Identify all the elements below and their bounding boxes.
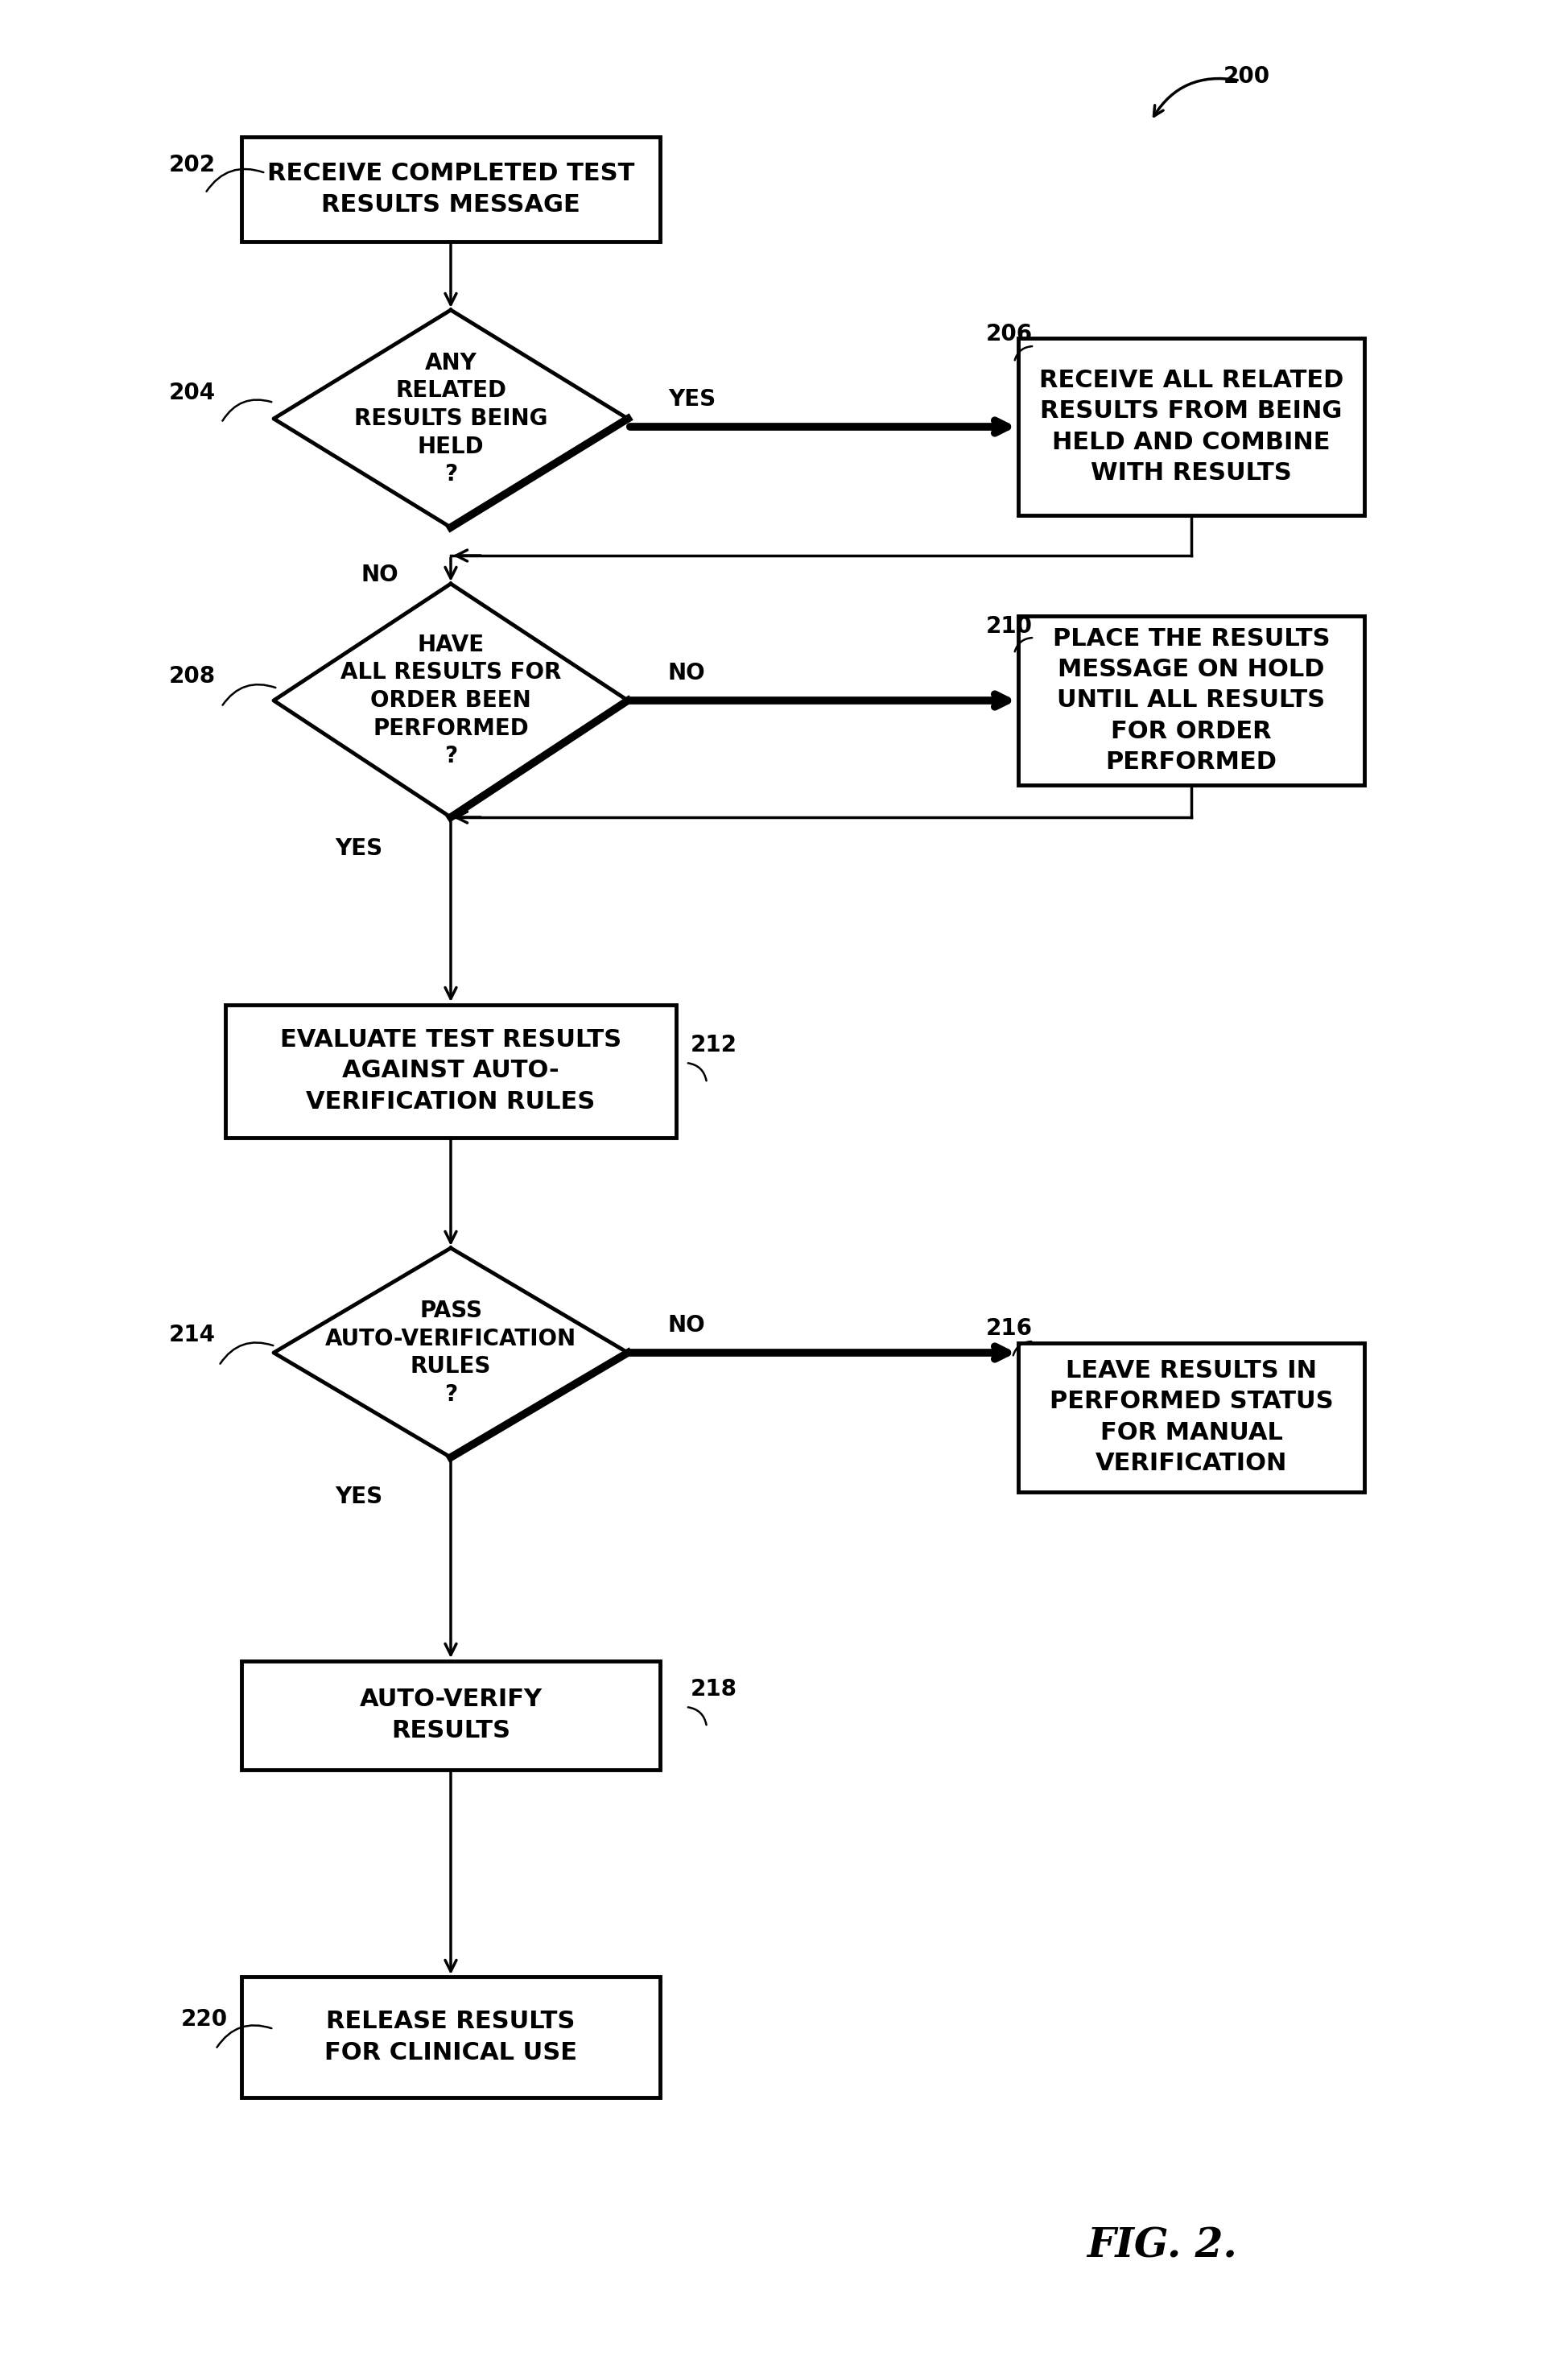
Text: 214: 214	[169, 1324, 216, 1345]
Text: HAVE
ALL RESULTS FOR
ORDER BEEN
PERFORMED
?: HAVE ALL RESULTS FOR ORDER BEEN PERFORME…	[340, 634, 561, 768]
Text: ANY
RELATED
RESULTS BEING
HELD
?: ANY RELATED RESULTS BEING HELD ?	[354, 352, 547, 485]
FancyBboxPatch shape	[226, 1005, 676, 1137]
Text: 204: 204	[169, 381, 216, 404]
Text: 218: 218	[690, 1678, 737, 1700]
Text: AUTO-VERIFY
RESULTS: AUTO-VERIFY RESULTS	[359, 1688, 543, 1742]
Text: YES: YES	[334, 1485, 383, 1508]
Text: RECEIVE ALL RELATED
RESULTS FROM BEING
HELD AND COMBINE
WITH RESULTS: RECEIVE ALL RELATED RESULTS FROM BEING H…	[1040, 369, 1344, 485]
Text: 202: 202	[169, 154, 216, 177]
Text: YES: YES	[334, 837, 383, 860]
Text: RECEIVE COMPLETED TEST
RESULTS MESSAGE: RECEIVE COMPLETED TEST RESULTS MESSAGE	[267, 163, 635, 215]
FancyBboxPatch shape	[241, 1976, 660, 2097]
Text: 206: 206	[986, 324, 1033, 345]
Text: 212: 212	[690, 1033, 737, 1057]
Text: 216: 216	[986, 1317, 1033, 1340]
Polygon shape	[274, 310, 627, 527]
Text: 208: 208	[169, 664, 216, 688]
Polygon shape	[274, 584, 627, 818]
Text: RELEASE RESULTS
FOR CLINICAL USE: RELEASE RESULTS FOR CLINICAL USE	[325, 2009, 577, 2064]
FancyBboxPatch shape	[1018, 617, 1364, 785]
Text: LEAVE RESULTS IN
PERFORMED STATUS
FOR MANUAL
VERIFICATION: LEAVE RESULTS IN PERFORMED STATUS FOR MA…	[1049, 1359, 1333, 1475]
FancyBboxPatch shape	[1018, 1343, 1364, 1492]
Text: 210: 210	[986, 615, 1033, 638]
Text: NO: NO	[668, 1314, 706, 1336]
Text: 220: 220	[182, 2007, 227, 2031]
Text: NO: NO	[668, 662, 706, 686]
Text: 200: 200	[1223, 66, 1270, 87]
FancyBboxPatch shape	[241, 137, 660, 241]
FancyBboxPatch shape	[1018, 338, 1364, 515]
Text: YES: YES	[668, 388, 715, 411]
Text: PLACE THE RESULTS
MESSAGE ON HOLD
UNTIL ALL RESULTS
FOR ORDER
PERFORMED: PLACE THE RESULTS MESSAGE ON HOLD UNTIL …	[1052, 626, 1330, 773]
Text: FIG. 2.: FIG. 2.	[1087, 2227, 1237, 2267]
Polygon shape	[274, 1248, 627, 1456]
Text: NO: NO	[361, 563, 398, 586]
Text: PASS
AUTO-VERIFICATION
RULES
?: PASS AUTO-VERIFICATION RULES ?	[325, 1300, 577, 1407]
Text: EVALUATE TEST RESULTS
AGAINST AUTO-
VERIFICATION RULES: EVALUATE TEST RESULTS AGAINST AUTO- VERI…	[281, 1028, 621, 1113]
FancyBboxPatch shape	[241, 1660, 660, 1768]
